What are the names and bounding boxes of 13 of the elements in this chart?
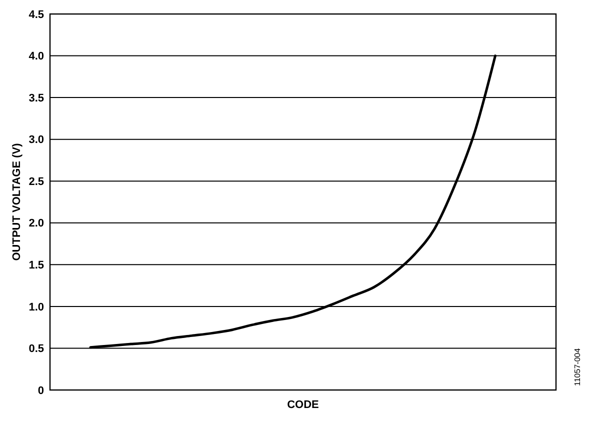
x-axis-title: CODE <box>287 399 319 411</box>
y-tick-label: 0 <box>38 384 44 397</box>
y-tick-label: 3.0 <box>28 134 44 146</box>
y-tick-label: 4.5 <box>28 8 44 21</box>
y-tick-label: 0.5 <box>28 343 44 356</box>
y-tick-label: 1.5 <box>28 260 44 272</box>
y-tick-label: 4.0 <box>28 50 44 63</box>
y-axis-title: OUTPUT VOLTAGE (V) <box>11 142 23 261</box>
text: 11057-004 <box>573 348 582 386</box>
y-tick-label: 2.0 <box>28 218 44 230</box>
y-tick-label: 2.5 <box>28 176 44 188</box>
y-tick-label: 1.0 <box>28 301 44 314</box>
y-tick-label: 3.5 <box>28 92 44 104</box>
